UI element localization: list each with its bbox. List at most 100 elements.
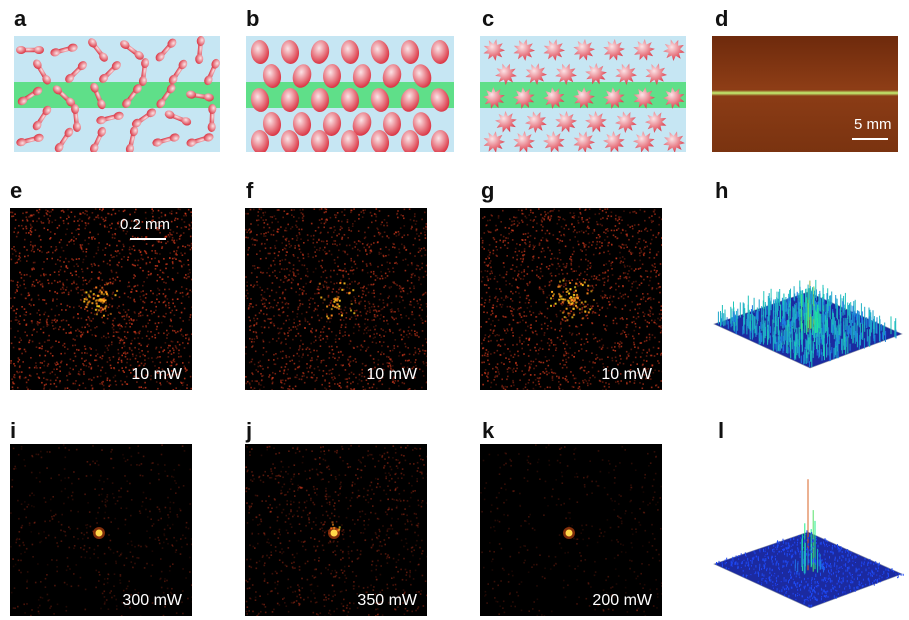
ellipsoid-particle [250, 40, 270, 64]
dumbbell-particle [155, 38, 177, 62]
focus-spot [95, 529, 103, 537]
panel-label-g: g [481, 178, 495, 203]
star-particle [495, 111, 517, 133]
panel-label-h: h [715, 178, 729, 203]
panel-i-speckle: 300 mW [10, 444, 192, 616]
dumbbell-particle [33, 59, 51, 85]
dumbbell-particles [16, 36, 220, 152]
panel-d-photo: 5 mm [712, 36, 898, 152]
ellipsoid-particle [430, 40, 450, 64]
star-particle [483, 39, 505, 61]
dumbbell-particle [88, 38, 108, 62]
power-label: 300 mW [122, 592, 182, 609]
ellipsoid-particle [370, 88, 390, 112]
ellipsoid-particle [310, 130, 330, 152]
ellipsoid-particle [280, 40, 300, 64]
star-particle [615, 63, 637, 85]
power-label: 10 mW [366, 366, 417, 383]
focus-spot [330, 529, 338, 537]
panel-h-surface [710, 222, 906, 372]
panel-label-i: i [10, 418, 17, 443]
panel-label-l: l [718, 418, 725, 443]
scale-bar [852, 138, 888, 140]
ellipsoid-particle [382, 64, 402, 88]
panel-b-schematic [246, 36, 454, 152]
dumbbell-particle [65, 61, 87, 83]
star-particle [543, 87, 565, 109]
panel-label-c: c [482, 6, 495, 31]
dumbbell-particle [186, 90, 214, 102]
star-particle [603, 131, 625, 152]
dumbbell-particle [186, 133, 214, 147]
panel-f-speckle: 10 mW [245, 208, 427, 390]
star-particle [603, 39, 625, 61]
dumbbell-particle [204, 58, 220, 86]
dumbbell-particle [156, 83, 176, 109]
dumbbell-particle [120, 40, 144, 60]
dumbbell-particle [54, 127, 74, 152]
ellipsoid-particle [322, 64, 342, 88]
ellipsoid-particle [250, 88, 270, 112]
power-label: 10 mW [601, 366, 652, 383]
star-particle [555, 111, 577, 133]
ellipsoid-particle [400, 88, 420, 112]
power-label: 10 mW [131, 366, 182, 383]
star-particle [645, 63, 667, 85]
ellipsoid-particle [370, 130, 390, 152]
star-particle [663, 131, 685, 152]
dumbbell-particle [50, 43, 78, 57]
star-particle [585, 63, 607, 85]
star-particle [645, 111, 667, 133]
star-particle [555, 63, 577, 85]
scale-label: 0.2 mm [120, 216, 171, 233]
panel-label-b: b [246, 6, 260, 31]
ellipsoid-particle [400, 130, 420, 152]
ellipsoid-particle [322, 112, 342, 136]
ellipsoid-particle [352, 64, 372, 88]
star-particles [483, 39, 685, 152]
dumbbell-particle [122, 84, 142, 108]
star-particle [483, 87, 505, 109]
ellipsoid-particle [412, 112, 432, 136]
dumbbell-particle [138, 58, 150, 86]
panel-g-speckle: 10 mW [480, 208, 662, 390]
scale-label: 5 mm [854, 116, 892, 133]
star-particle [603, 87, 625, 109]
ellipsoid-particle [340, 88, 360, 112]
star-particle [573, 87, 595, 109]
star-particle [525, 63, 547, 85]
star-particle [495, 63, 517, 85]
dumbbell-particle [207, 104, 217, 132]
ellipsoid-particle [292, 64, 312, 88]
ellipsoid-particle [400, 40, 420, 64]
panel-e-speckle: 0.2 mm 10 mW [10, 208, 192, 390]
star-particle [513, 87, 535, 109]
focus-spot [565, 529, 573, 537]
star-particle [585, 111, 607, 133]
ellipsoid-particle [262, 64, 282, 88]
ellipsoid-particle [310, 40, 330, 64]
ellipsoid-particle [292, 112, 312, 136]
ellipsoid-particle [280, 88, 300, 112]
dumbbell-particle [71, 104, 81, 132]
star-particle [513, 39, 535, 61]
dumbbell-particle [96, 111, 124, 125]
ellipsoid-particle [340, 130, 360, 152]
star-particle [615, 111, 637, 133]
power-label: 350 mW [357, 592, 417, 609]
ellipsoid-particle [262, 112, 282, 136]
ellipsoid-particle [412, 64, 432, 88]
panel-a-schematic [14, 36, 220, 152]
dumbbell-particle [16, 133, 44, 147]
dumbbell-particle [90, 82, 106, 110]
ellipsoid-particles [250, 40, 450, 152]
ellipsoid-particle [310, 88, 330, 112]
ellipsoid-particle [382, 112, 402, 136]
star-particle [663, 39, 685, 61]
star-particle [573, 39, 595, 61]
ellipsoid-particle [352, 112, 372, 136]
dumbbell-particle [131, 108, 157, 128]
star-particle [633, 39, 655, 61]
star-particle [513, 131, 535, 152]
dumbbell-particle [168, 59, 188, 85]
